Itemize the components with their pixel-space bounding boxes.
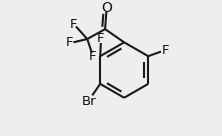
Text: F: F bbox=[66, 36, 73, 49]
Text: F: F bbox=[89, 50, 97, 63]
Text: Br: Br bbox=[82, 95, 96, 108]
Text: F: F bbox=[69, 18, 77, 31]
Text: O: O bbox=[102, 1, 113, 15]
Text: F: F bbox=[162, 44, 169, 57]
Text: F: F bbox=[97, 32, 105, 45]
